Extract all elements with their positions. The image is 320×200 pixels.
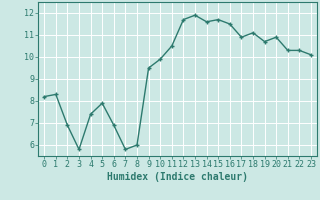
X-axis label: Humidex (Indice chaleur): Humidex (Indice chaleur)	[107, 172, 248, 182]
